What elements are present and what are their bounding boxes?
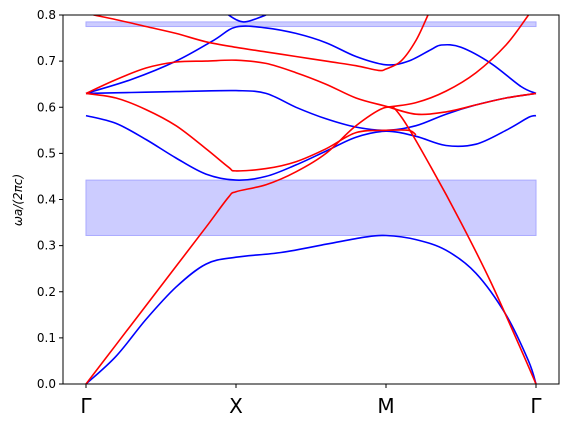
- y-tick-label: 0.1: [37, 331, 56, 345]
- band-line-blue-2: [85, 89, 537, 132]
- y-tick-label: 0.5: [37, 146, 56, 160]
- y-tick-label: 0.7: [37, 54, 56, 68]
- y-tick-label: 0.0: [37, 377, 56, 391]
- band-line-blue-1: [85, 114, 537, 181]
- band-line-red-5: [85, 105, 537, 384]
- y-tick-label: 0.2: [37, 285, 56, 299]
- band-line-red-7: [85, 59, 537, 116]
- band-line-blue-3: [85, 25, 537, 95]
- y-axis-label: ωa/(2πc): [11, 174, 25, 226]
- band-gap-1: [85, 21, 537, 28]
- y-tick-label: 0.8: [37, 8, 56, 22]
- band-line-blue-0: [85, 234, 537, 384]
- y-tick-label: 0.3: [37, 239, 56, 253]
- band-line-red-6: [85, 92, 417, 172]
- x-tick-label: Γ: [530, 394, 542, 418]
- x-tick-label: M: [377, 394, 394, 418]
- x-tick-label: X: [229, 394, 243, 418]
- band-gap-0: [85, 179, 537, 236]
- band-line-blue-4: [228, 15, 267, 23]
- y-tick-label: 0.4: [37, 193, 56, 207]
- y-tick-label: 0.6: [37, 100, 56, 114]
- x-tick-label: Γ: [80, 394, 92, 418]
- band-line-red-9: [385, 15, 530, 109]
- band-line-red-8: [93, 15, 429, 72]
- plot-area: 0.0 0.1 0.2 0.3 0.4 0.5 0.6 0.7 0.8 Γ X M Γ: [37, 8, 560, 418]
